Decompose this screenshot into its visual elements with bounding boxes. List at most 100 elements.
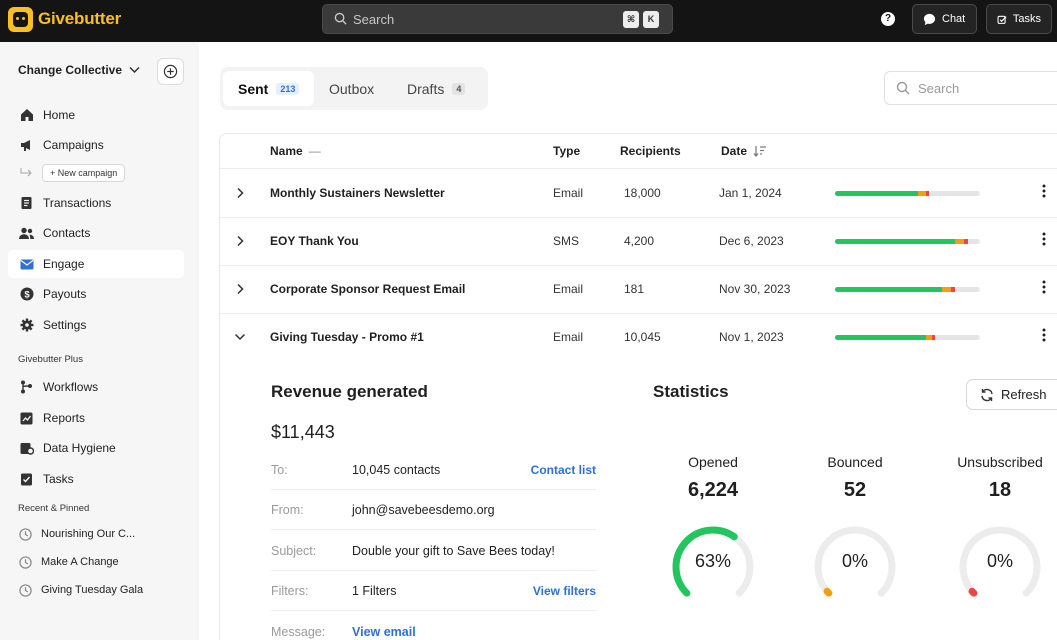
detail-to-value: 10,045 contacts bbox=[352, 463, 441, 477]
gauge-track bbox=[814, 526, 896, 597]
more-options-icon[interactable] bbox=[1042, 184, 1046, 198]
engagement-progress-bar bbox=[835, 287, 980, 292]
row-recipients: 18,000 bbox=[624, 186, 661, 200]
engagement-progress-bar bbox=[835, 335, 980, 340]
global-search-input[interactable]: Search ⌘ K bbox=[322, 4, 673, 34]
detail-subject-label: Subject: bbox=[271, 544, 317, 558]
more-options-icon[interactable] bbox=[1042, 328, 1046, 342]
sidebar-item-tasks[interactable]: Tasks bbox=[8, 465, 184, 493]
sidebar-item-workflows[interactable]: Workflows bbox=[8, 373, 184, 401]
gauge-bounced: 0% bbox=[810, 522, 900, 612]
tab-drafts-label: Drafts bbox=[407, 80, 445, 97]
row-date: Jan 1, 2024 bbox=[719, 186, 782, 200]
bar-segment-unsubscribed bbox=[950, 287, 956, 292]
sidebar-item-label: Tasks bbox=[43, 472, 74, 486]
engagement-progress-bar bbox=[835, 191, 980, 196]
sidebar-item-label: Payouts bbox=[43, 287, 87, 301]
column-header-name[interactable]: Name — bbox=[270, 144, 321, 158]
detail-message-row: Message: View email bbox=[271, 612, 596, 640]
add-button[interactable] bbox=[157, 58, 184, 85]
sidebar-item-engage[interactable]: Engage bbox=[8, 250, 184, 278]
recent-item-label: Nourishing Our C... bbox=[41, 528, 136, 540]
view-filters-link[interactable]: View filters bbox=[532, 584, 596, 598]
recent-item-label: Make A Change bbox=[41, 556, 119, 568]
detail-from-row: From: john@savebeesdemo.org bbox=[271, 490, 596, 530]
mail-icon bbox=[19, 257, 34, 272]
sidebar-item-data-hygiene[interactable]: Data Hygiene bbox=[8, 434, 184, 462]
org-name: Change Collective bbox=[18, 63, 123, 77]
row-name: EOY Thank You bbox=[270, 234, 359, 248]
row-recipients: 10,045 bbox=[624, 330, 661, 344]
brand-name[interactable]: Givebutter bbox=[38, 9, 122, 28]
stat-label: Unsubscribed bbox=[957, 454, 1043, 470]
help-icon[interactable]: ? bbox=[881, 12, 895, 26]
stat-value: 6,224 bbox=[687, 479, 739, 501]
sidebar-item-transactions[interactable]: Transactions bbox=[8, 189, 184, 217]
recent-item[interactable]: Giving Tuesday Gala bbox=[8, 578, 184, 602]
clock-icon bbox=[19, 527, 32, 541]
stat-value: 18 bbox=[988, 479, 1012, 501]
search-placeholder: Search bbox=[353, 12, 395, 27]
stat-label: Opened bbox=[688, 454, 738, 470]
table-row[interactable]: Monthly Sustainers Newsletter Email 18,0… bbox=[220, 170, 1057, 218]
messages-search-input[interactable]: Search bbox=[884, 71, 1057, 105]
column-header-recipients[interactable]: Recipients bbox=[620, 144, 681, 158]
chevron-right-icon[interactable] bbox=[234, 235, 246, 247]
messages-table: Name — Type Recipients Date Monthly Sust… bbox=[219, 133, 1057, 640]
recent-item[interactable]: Nourishing Our C... bbox=[8, 522, 184, 546]
tab-drafts[interactable]: Drafts 4 bbox=[407, 71, 466, 106]
tab-outbox-label: Outbox bbox=[329, 80, 375, 97]
message-tabs: Sent 213 Outbox Drafts 4 bbox=[220, 67, 488, 110]
detail-message-label: Message: bbox=[271, 625, 326, 639]
table-row[interactable]: EOY Thank You SMS 4,200 Dec 6, 2023 bbox=[220, 218, 1057, 266]
gear-icon bbox=[19, 318, 34, 333]
tab-outbox[interactable]: Outbox bbox=[329, 71, 374, 106]
message-detail-panel: Revenue generated $11,443 To: 10,045 con… bbox=[220, 362, 1057, 640]
revenue-title: Revenue generated bbox=[271, 382, 428, 401]
tasks-button[interactable]: Tasks bbox=[986, 4, 1052, 34]
givebutter-logo-icon[interactable] bbox=[8, 7, 33, 32]
sidebar-item-label: Settings bbox=[43, 318, 87, 332]
more-options-icon[interactable] bbox=[1042, 280, 1046, 294]
more-options-icon[interactable] bbox=[1042, 232, 1046, 246]
sidebar-item-payouts[interactable]: $ Payouts bbox=[8, 280, 184, 308]
new-campaign-button[interactable]: + New campaign bbox=[42, 164, 126, 182]
stat-unsubscribed: Unsubscribed 18 bbox=[940, 454, 1057, 502]
column-header-date[interactable]: Date bbox=[721, 144, 767, 158]
kbd-cmd: ⌘ bbox=[623, 11, 639, 28]
refresh-button[interactable]: Refresh bbox=[966, 379, 1057, 410]
table-row[interactable]: Giving Tuesday - Promo #1 Email 10,045 N… bbox=[220, 314, 1057, 362]
sort-descending-icon bbox=[753, 146, 767, 157]
sent-count-badge: 213 bbox=[276, 82, 300, 95]
clock-icon bbox=[19, 555, 32, 569]
contact-list-link[interactable]: Contact list bbox=[530, 463, 596, 477]
sidebar-item-settings[interactable]: Settings bbox=[8, 311, 184, 339]
chevron-down-icon[interactable] bbox=[234, 331, 246, 343]
gauge-fill bbox=[823, 587, 833, 597]
view-email-link[interactable]: View email bbox=[352, 625, 416, 639]
sidebar-item-home[interactable]: Home bbox=[8, 101, 184, 129]
sidebar-item-contacts[interactable]: Contacts bbox=[8, 219, 184, 247]
chevron-right-icon[interactable] bbox=[234, 283, 246, 295]
row-date: Dec 6, 2023 bbox=[719, 234, 784, 248]
table-row[interactable]: Corporate Sponsor Request Email Email 18… bbox=[220, 266, 1057, 314]
sidebar-item-label: Workflows bbox=[43, 380, 99, 394]
recent-item[interactable]: Make A Change bbox=[8, 550, 184, 574]
chat-bubble-icon bbox=[923, 13, 936, 25]
column-header-type[interactable]: Type bbox=[553, 144, 581, 158]
row-name: Corporate Sponsor Request Email bbox=[270, 282, 466, 296]
sidebar-item-reports[interactable]: Reports bbox=[8, 404, 184, 432]
bar-segment-bounced bbox=[926, 335, 933, 340]
gauge-percent: 63% bbox=[694, 551, 732, 571]
chat-button[interactable]: Chat bbox=[912, 4, 977, 34]
detail-from-label: From: bbox=[271, 503, 304, 517]
tasks-check-icon bbox=[997, 15, 1007, 24]
sidebar-item-campaigns[interactable]: Campaigns bbox=[8, 131, 184, 159]
plus-circle-icon bbox=[163, 64, 178, 79]
recent-item-label: Giving Tuesday Gala bbox=[41, 584, 144, 596]
tab-sent[interactable]: Sent 213 bbox=[223, 71, 314, 106]
chevron-right-icon[interactable] bbox=[234, 187, 246, 199]
org-switcher[interactable]: Change Collective bbox=[18, 63, 140, 77]
bar-segment-bounced bbox=[917, 191, 927, 196]
gauge-fill bbox=[672, 526, 738, 597]
